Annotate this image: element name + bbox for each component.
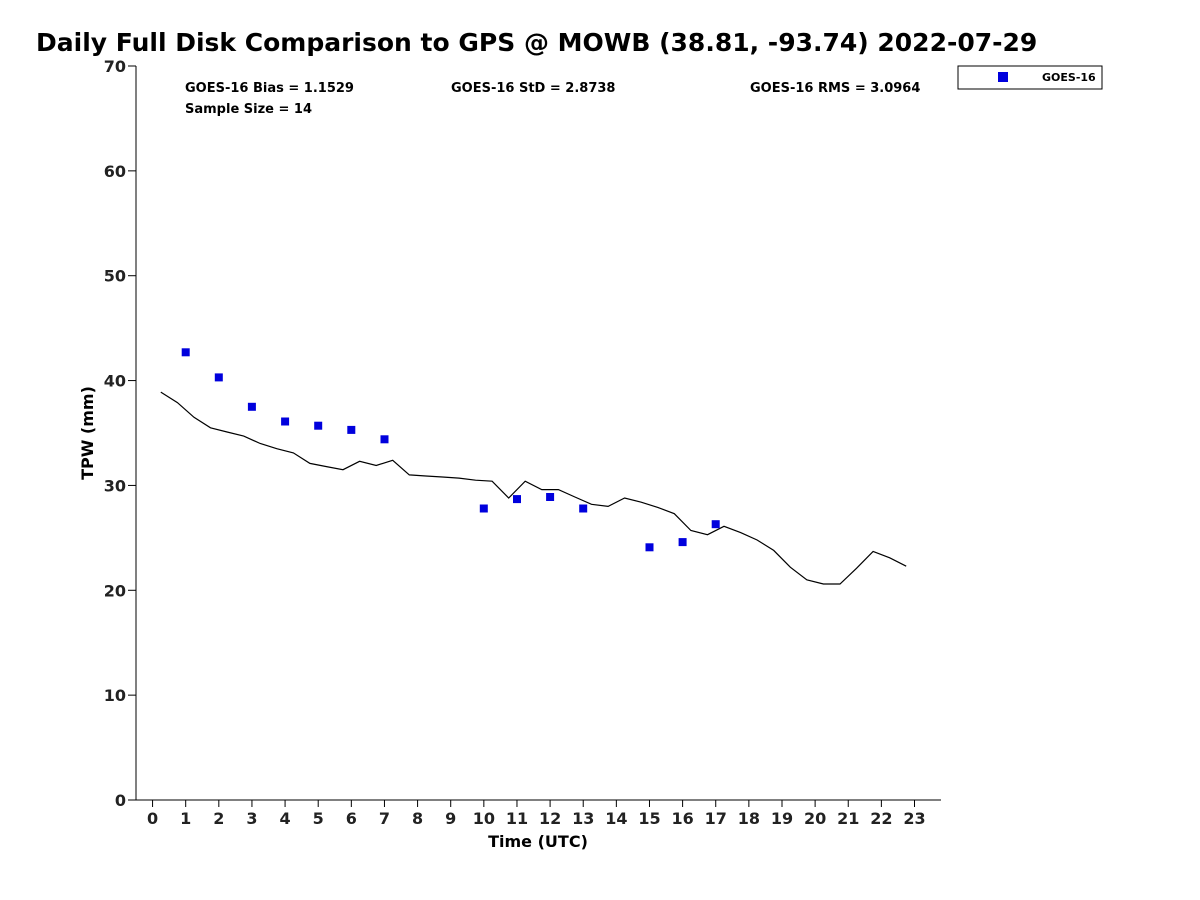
y-tick-label: 10 (104, 686, 126, 705)
goes16-point (546, 493, 555, 501)
x-tick-label: 17 (705, 809, 727, 828)
axes (135, 66, 941, 801)
x-tick-label: 23 (903, 809, 925, 828)
gps-tpw-line (160, 391, 907, 585)
x-tick-label: 0 (147, 809, 158, 828)
y-tick-label: 40 (104, 372, 126, 391)
goes16-point (181, 348, 190, 357)
x-tick-label: 5 (313, 809, 324, 828)
y-tick-label: 20 (104, 581, 126, 600)
legend-box (957, 65, 1103, 90)
stats-std: GOES-16 StD = 2.8738 (451, 81, 615, 96)
x-axis-label: Time (UTC) (488, 832, 588, 851)
goes16-point (214, 373, 223, 382)
goes16-point (711, 520, 720, 529)
legend: GOES-16 (957, 65, 1103, 90)
chart-title: Daily Full Disk Comparison to GPS @ MOWB… (36, 28, 1038, 57)
y-tick-label: 70 (104, 57, 126, 76)
goes16-point-series (181, 348, 720, 552)
x-tick-label: 12 (539, 809, 561, 828)
goes16-point (479, 504, 488, 513)
x-tick-label: 15 (638, 809, 660, 828)
x-tick-label: 13 (572, 809, 594, 828)
y-tick-label: 0 (115, 791, 126, 810)
y-axis-label: TPW (mm) (78, 386, 97, 480)
stats-rms: GOES-16 RMS = 3.0964 (750, 81, 920, 96)
goes16-point (579, 504, 588, 513)
goes16-point (347, 425, 356, 434)
goes16-point (314, 421, 323, 430)
stats-sample-size: Sample Size = 14 (185, 102, 312, 117)
stats-bias: GOES-16 Bias = 1.1529 (185, 81, 354, 96)
goes16-point (247, 402, 256, 411)
y-tick-label: 50 (104, 267, 126, 286)
y-tick-label: 30 (104, 476, 126, 495)
goes16-point (281, 417, 290, 426)
ticks: 0 1 2 3 4 5 6 7 8 9 10 11 12 13 14 15 16 17 18 19 20 21 22 2301… (104, 57, 926, 828)
x-tick-label: 16 (671, 809, 693, 828)
x-tick-label: 2 (213, 809, 224, 828)
x-tick-label: 3 (246, 809, 257, 828)
gps-line-series (160, 391, 907, 585)
x-tick-label: 21 (837, 809, 859, 828)
x-tick-label: 6 (346, 809, 357, 828)
x-tick-label: 1 (180, 809, 191, 828)
x-tick-label: 20 (804, 809, 826, 828)
goes16-point (380, 435, 389, 444)
legend-label: GOES-16 (1042, 71, 1096, 84)
y-tick-label: 60 (104, 162, 126, 181)
x-tick-label: 22 (870, 809, 892, 828)
x-tick-label: 9 (445, 809, 456, 828)
goes16-point (678, 538, 687, 547)
goes16-point (513, 495, 521, 504)
x-tick-label: 10 (473, 809, 495, 828)
legend-marker (998, 72, 1008, 82)
x-tick-label: 19 (771, 809, 793, 828)
x-tick-label: 7 (379, 809, 390, 828)
x-tick-label: 11 (506, 809, 528, 828)
x-tick-label: 14 (605, 809, 627, 828)
x-tick-label: 18 (738, 809, 760, 828)
x-tick-label: 8 (412, 809, 423, 828)
x-tick-label: 4 (280, 809, 291, 828)
goes16-point (645, 543, 654, 552)
